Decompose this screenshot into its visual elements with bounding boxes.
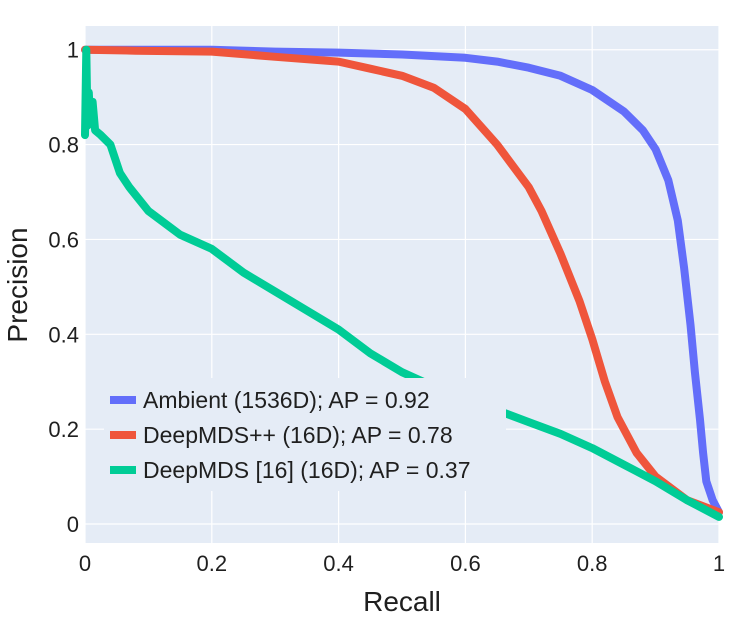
series-lines	[81, 45, 723, 521]
y-tick-label: 0.8	[48, 133, 79, 158]
x-tick-label: 0.4	[323, 551, 354, 576]
y-axis-title: Precision	[2, 227, 33, 342]
series-line-2	[81, 45, 723, 517]
y-tick-label: 0	[67, 512, 79, 537]
x-tick-label: 0.2	[197, 551, 228, 576]
x-tick-label: 0.6	[450, 551, 481, 576]
legend-label-2: DeepMDS++ (16D); AP = 0.78	[143, 422, 453, 448]
legend-label-1: Ambient (1536D); AP = 0.92	[143, 387, 430, 413]
series-line-1	[81, 45, 723, 517]
y-tick-label: 1	[67, 38, 79, 63]
y-tick-label: 0.4	[48, 322, 79, 347]
x-tick-label: 1	[713, 551, 725, 576]
legend-box	[104, 378, 506, 491]
x-axis-ticks: 0 0.2 0.4 0.6 0.8 1	[79, 551, 725, 576]
y-axis-ticks: 0 0.2 0.4 0.6 0.8 1	[48, 38, 79, 537]
y-tick-label: 0.2	[48, 417, 79, 442]
x-tick-label: 0	[79, 551, 91, 576]
x-axis-title: Recall	[363, 586, 441, 617]
series-line-3	[81, 45, 723, 521]
legend: Ambient (1536D); AP = 0.92 DeepMDS++ (16D…	[104, 378, 506, 491]
legend-label-3: DeepMDS [16] (16D); AP = 0.37	[143, 457, 471, 483]
y-tick-label: 0.6	[48, 227, 79, 252]
x-tick-label: 0.8	[577, 551, 608, 576]
